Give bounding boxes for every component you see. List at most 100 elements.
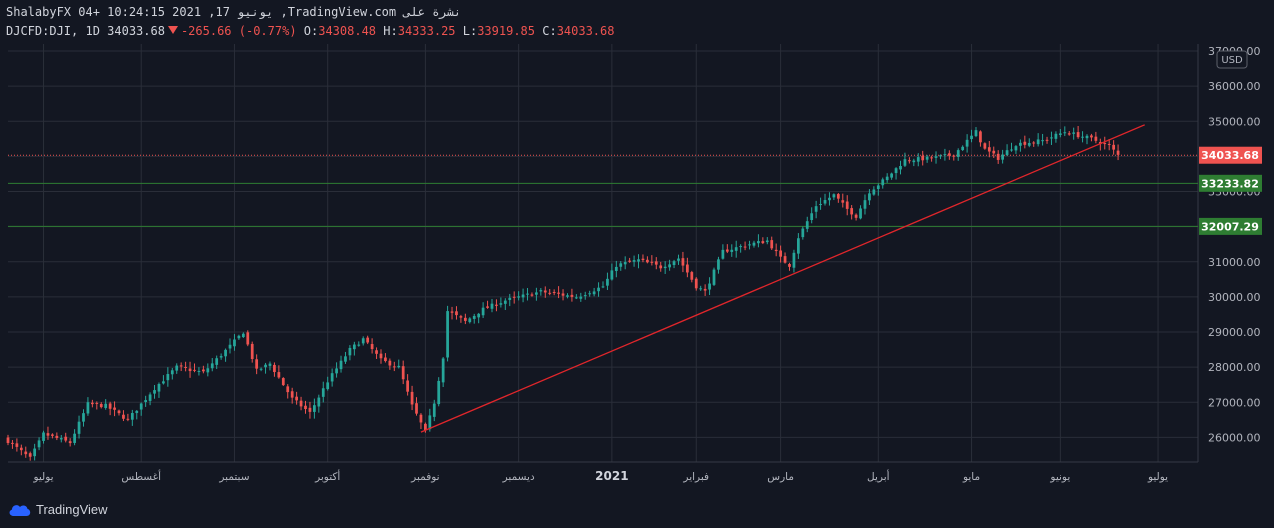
time-tick-label: مايو: [962, 471, 980, 483]
candle: [1054, 131, 1058, 143]
candle-body: [841, 200, 845, 203]
candle-body: [15, 443, 19, 447]
candle-body: [122, 414, 125, 419]
candle: [104, 399, 108, 410]
candle: [1063, 126, 1067, 137]
candle-body: [1058, 133, 1062, 135]
candle-body: [219, 356, 223, 358]
price-tag-box: [1199, 217, 1262, 235]
candle: [1010, 142, 1013, 152]
candle: [339, 355, 343, 373]
candle-body: [828, 197, 831, 201]
candle-body: [321, 388, 325, 397]
candle: [379, 349, 383, 364]
candle: [255, 354, 259, 375]
candle-body: [721, 249, 725, 259]
candle-body: [845, 201, 849, 209]
candle: [845, 195, 849, 216]
candle-body: [899, 166, 902, 170]
candle: [51, 433, 54, 439]
candle: [668, 259, 671, 271]
time-tick-label: يوليو: [1147, 471, 1168, 483]
candle-body: [24, 451, 28, 455]
candle: [148, 392, 152, 406]
candle: [943, 148, 947, 161]
candle: [996, 150, 1000, 164]
candle: [699, 285, 703, 291]
candle: [761, 237, 765, 245]
candle: [90, 399, 94, 408]
candle: [1107, 139, 1111, 151]
candle: [481, 302, 485, 319]
candle-body: [397, 365, 401, 368]
price-tick-label: 31000.00: [1208, 256, 1261, 269]
currency-box: [1216, 50, 1248, 69]
candle-body: [82, 413, 85, 422]
candle: [273, 362, 276, 377]
candle-body: [1014, 146, 1018, 151]
symbol-name[interactable]: DJCFD:DJI, 1D: [6, 24, 100, 38]
candle-body: [708, 283, 711, 290]
tradingview-logo[interactable]: TradingView: [8, 502, 108, 517]
candle-body: [1116, 150, 1120, 155]
candle: [113, 401, 116, 417]
candle-body: [761, 241, 765, 244]
candle-body: [277, 372, 281, 378]
candle-body: [148, 394, 152, 401]
candle-body: [28, 453, 32, 457]
candle-body: [637, 259, 640, 262]
candle-body: [6, 437, 10, 443]
candle: [899, 160, 902, 175]
candle: [503, 298, 507, 310]
candle: [28, 451, 32, 461]
chart-header: ShalabyFX 04+ 10:24:15 2021 ,17 يونيو ,T…: [0, 0, 1274, 44]
candle: [384, 353, 387, 363]
candle: [983, 142, 987, 150]
candle-body: [339, 360, 343, 370]
ohlc-legend: DJCFD:DJI, 1D 34033.68 -265.66 (-0.77%) O…: [6, 24, 614, 38]
candle: [788, 262, 791, 271]
candle: [765, 237, 769, 245]
grid-lines: [8, 44, 1198, 462]
candle: [663, 261, 667, 274]
candle: [73, 429, 76, 446]
level-price-tag: 33233.82: [1199, 174, 1262, 192]
candle-body: [566, 295, 569, 297]
candle-body: [561, 293, 565, 296]
candle-body: [614, 266, 618, 272]
candle: [1019, 139, 1022, 152]
candle-body: [792, 252, 796, 268]
candle-body: [495, 304, 498, 306]
candle-body: [99, 404, 103, 408]
candle: [947, 150, 951, 160]
price-tick-label: 28000.00: [1208, 361, 1261, 374]
candle: [987, 141, 991, 158]
candle: [836, 192, 840, 203]
candle: [597, 282, 600, 297]
candle: [725, 244, 729, 254]
brand-name: TradingView: [36, 502, 108, 517]
candle-body: [468, 318, 472, 323]
candle-body: [499, 303, 503, 305]
candle-body: [859, 208, 862, 219]
candle-body: [224, 349, 227, 357]
candle: [1072, 127, 1076, 140]
candle-body: [73, 433, 76, 443]
candle: [521, 288, 525, 303]
candle-body: [974, 130, 978, 137]
candle-body: [823, 200, 827, 204]
currency-badge: USD: [1216, 50, 1248, 69]
candle: [264, 362, 267, 374]
candle-body: [51, 434, 54, 436]
candle-body: [228, 344, 232, 349]
candle: [1005, 144, 1009, 157]
candle: [86, 397, 90, 416]
candle: [64, 432, 68, 443]
high-value: 34333.25: [397, 24, 456, 38]
candle: [1058, 129, 1062, 138]
candle-body: [37, 440, 41, 448]
candle-body: [748, 244, 751, 246]
candle-body: [175, 365, 179, 371]
candle-body: [650, 261, 654, 263]
